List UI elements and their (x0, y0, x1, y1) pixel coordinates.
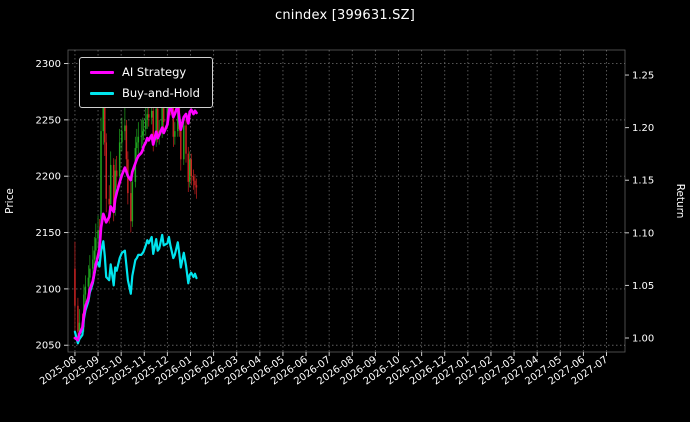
candle-body (142, 128, 145, 132)
candle-body (152, 110, 154, 141)
candle-body (136, 142, 138, 149)
candle-body (105, 142, 107, 199)
candle-body (166, 95, 169, 123)
candle-body (115, 170, 118, 177)
y-tick-label-price: 2050 (36, 341, 61, 352)
candle-body (195, 185, 198, 188)
candle-body (174, 131, 176, 137)
candle-body (100, 131, 102, 233)
candle-body (89, 268, 91, 278)
candle-body (74, 268, 76, 306)
candle-body (78, 322, 81, 332)
y-tick-label-return: 1.20 (632, 123, 654, 134)
candle-body (155, 108, 157, 141)
candle-body (147, 114, 150, 118)
candle-body (95, 238, 97, 251)
candle-body (121, 131, 123, 143)
candle-body (77, 305, 79, 332)
legend: AI Strategy Buy-and-Hold (79, 57, 213, 108)
buy-and-hold-line-swatch (90, 91, 114, 95)
candle-body (185, 125, 187, 154)
y-tick-label-price: 2250 (36, 115, 61, 126)
candle-body (142, 131, 144, 136)
ai-strategy-line-swatch (90, 70, 114, 74)
candle-body (92, 259, 94, 269)
candle-body (145, 119, 147, 129)
candle-body (124, 125, 126, 132)
chart-title: cnindex [399631.SZ] (275, 8, 415, 23)
candle-body (93, 250, 96, 260)
candle-body (146, 114, 149, 120)
line-series (73, 103, 198, 345)
candle-body (130, 193, 132, 222)
candle-body (131, 181, 134, 222)
legend-item-buy-and-hold: Buy-and-Hold (90, 86, 200, 100)
candle-body (180, 128, 182, 160)
y-axis-label-return: Return (674, 184, 686, 219)
candle-body (137, 136, 140, 143)
legend-label-buy-and-hold: Buy-and-Hold (122, 86, 200, 100)
candle-body (194, 180, 196, 186)
candle-body (87, 277, 90, 287)
ai-strategy-line (73, 103, 198, 342)
candle-body (183, 125, 185, 160)
y-tick-label-return: 1.05 (632, 281, 654, 292)
candle-body (140, 135, 143, 137)
y-tick-label-return: 1.25 (632, 71, 654, 82)
y-tick-label-price: 2300 (36, 59, 61, 70)
y-tick-label-return: 1.15 (632, 176, 654, 187)
candle-body (156, 108, 159, 134)
legend-item-ai-strategy: AI Strategy (90, 65, 200, 79)
candle-body (108, 198, 110, 205)
candle-body (114, 170, 116, 211)
candle-body (192, 176, 195, 181)
plot-border (67, 49, 626, 353)
candle-body (150, 110, 153, 118)
candle-body (187, 153, 190, 182)
candle-body (109, 164, 112, 205)
y-tick-label-return: 1.10 (632, 228, 654, 239)
y-tick-label-price: 2100 (36, 284, 61, 295)
candle-body (84, 286, 87, 295)
y-axis-label-price: Price (4, 188, 16, 214)
candle-body (190, 159, 192, 177)
candle-body (125, 125, 128, 160)
candle-body (97, 230, 99, 239)
candle-body (188, 159, 191, 182)
candle-body (161, 101, 163, 132)
y-tick-label-return: 1.00 (632, 334, 654, 345)
candle-body (104, 80, 106, 143)
legend-label-ai-strategy: AI Strategy (122, 65, 187, 79)
candle-body (162, 101, 165, 123)
y-tick-label-price: 2200 (36, 172, 61, 183)
candle-body (112, 164, 115, 211)
candle-body (172, 106, 175, 137)
candle-body (118, 142, 121, 177)
y-tick-label-price: 2150 (36, 228, 61, 239)
